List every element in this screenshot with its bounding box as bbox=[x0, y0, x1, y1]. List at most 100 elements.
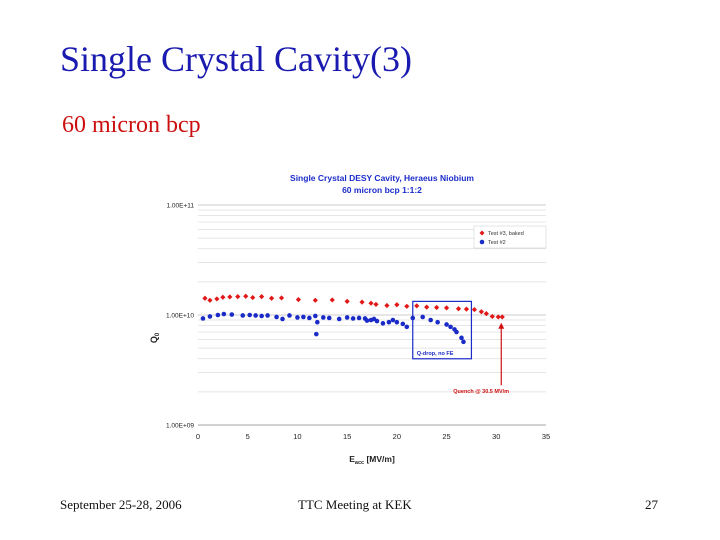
data-point-series-1 bbox=[489, 313, 495, 320]
data-point-series-2 bbox=[435, 319, 440, 325]
data-point-series-1 bbox=[235, 293, 241, 300]
data-point-series-2 bbox=[240, 313, 246, 318]
y-axis-label: Q0 bbox=[149, 332, 161, 343]
data-point-series-1 bbox=[414, 303, 420, 309]
footer-page-number: 27 bbox=[645, 497, 658, 512]
x-tick-label: 20 bbox=[393, 432, 401, 441]
data-point-series-2 bbox=[459, 335, 464, 341]
x-axis-label-sub: acc bbox=[355, 460, 364, 466]
legend-label-series-1: Test #3, baked bbox=[488, 231, 524, 237]
data-point-series-2 bbox=[200, 316, 206, 321]
y-axis-label-sub: 0 bbox=[155, 332, 161, 336]
quench-arrowhead bbox=[498, 322, 505, 329]
x-axis-label-main: E bbox=[349, 454, 355, 464]
data-point-series-1 bbox=[227, 294, 233, 300]
data-point-series-1 bbox=[404, 303, 410, 309]
data-point-series-2 bbox=[428, 317, 433, 323]
data-point-series-2 bbox=[350, 316, 356, 321]
data-point-series-2 bbox=[207, 314, 213, 319]
data-point-series-1 bbox=[443, 305, 450, 311]
data-point-series-2 bbox=[314, 331, 319, 337]
data-point-series-2 bbox=[420, 314, 426, 320]
data-point-series-2 bbox=[280, 316, 285, 322]
y-tick-label: 1.00E+09 bbox=[166, 423, 194, 430]
data-point-series-2 bbox=[448, 324, 453, 330]
x-tick-label: 0 bbox=[196, 432, 200, 441]
footer-meeting: TTC Meeting at KEK bbox=[298, 497, 412, 512]
data-point-series-2 bbox=[380, 321, 386, 326]
y-axis-label-main: Q bbox=[149, 336, 159, 343]
data-point-series-2 bbox=[404, 324, 410, 330]
data-point-series-1 bbox=[368, 300, 374, 306]
data-point-series-2 bbox=[295, 315, 300, 320]
data-point-series-1 bbox=[202, 295, 208, 301]
legend-marker-series-1 bbox=[479, 230, 485, 236]
data-point-series-1 bbox=[329, 297, 335, 303]
y-tick-labels: 1.00E+09 1.00E+10 1.00E+11 bbox=[166, 203, 194, 430]
footer-date: September 25-28, 2006 bbox=[60, 497, 182, 512]
chart-svg: Single Crystal DESY Cavity, Heraeus Niob… bbox=[149, 173, 550, 466]
data-point-series-1 bbox=[295, 297, 302, 303]
data-point-series-2 bbox=[356, 315, 362, 321]
data-point-series-2 bbox=[336, 316, 342, 322]
legend-marker-series-2 bbox=[479, 239, 485, 245]
data-point-series-2 bbox=[247, 312, 253, 318]
data-point-series-1 bbox=[243, 293, 249, 299]
data-point-series-1 bbox=[278, 295, 285, 301]
data-point-series-1 bbox=[455, 306, 462, 312]
data-point-series-1 bbox=[214, 296, 220, 302]
data-point-series-2 bbox=[253, 313, 258, 318]
data-point-series-1 bbox=[359, 299, 365, 305]
y-tick-label: 1.00E+11 bbox=[166, 203, 194, 210]
data-point-series-1 bbox=[495, 314, 501, 320]
data-point-series-2 bbox=[344, 315, 350, 320]
data-point-series-2 bbox=[229, 312, 235, 317]
data-point-series-2 bbox=[461, 339, 466, 345]
data-point-series-1 bbox=[424, 304, 430, 310]
data-point-series-1 bbox=[434, 304, 440, 311]
x-tick-label: 35 bbox=[542, 432, 550, 441]
data-point-series-1 bbox=[268, 295, 275, 301]
data-point-series-1 bbox=[394, 302, 400, 308]
data-point-series-1 bbox=[471, 306, 478, 313]
data-point-series-2 bbox=[326, 315, 332, 321]
data-point-series-2 bbox=[390, 317, 396, 323]
data-point-series-2 bbox=[374, 318, 380, 324]
data-point-series-1 bbox=[259, 293, 265, 300]
data-point-series-1 bbox=[499, 314, 505, 320]
data-point-series-2 bbox=[221, 311, 227, 317]
y-tick-label: 1.00E+10 bbox=[166, 313, 194, 320]
legend-box bbox=[473, 225, 547, 249]
data-point-series-2 bbox=[454, 329, 459, 335]
data-point-series-2 bbox=[444, 322, 449, 327]
data-point-series-2 bbox=[315, 319, 320, 325]
annotations: Q-drop, no FE Quench @ 30.5 MV/m bbox=[412, 300, 509, 395]
data-point-series-1 bbox=[207, 297, 213, 303]
slide-subtitle: 60 micron bcp bbox=[62, 112, 201, 138]
q-drop-box bbox=[412, 300, 473, 360]
data-point-series-2 bbox=[364, 318, 370, 323]
data-point-series-2 bbox=[386, 319, 392, 325]
data-point-series-2 bbox=[320, 315, 326, 320]
x-tick-label: 5 bbox=[246, 432, 250, 441]
data-point-series-2 bbox=[215, 312, 221, 318]
x-tick-labels: 0 5 10 15 20 25 30 35 bbox=[196, 432, 550, 441]
x-tick-label: 10 bbox=[293, 432, 301, 441]
chart-title: Single Crystal DESY Cavity, Heraeus Niob… bbox=[290, 173, 474, 183]
data-point-series-1 bbox=[220, 294, 226, 300]
data-point-series-1 bbox=[384, 302, 390, 309]
x-tick-label: 25 bbox=[442, 432, 450, 441]
data-point-series-2 bbox=[265, 313, 270, 318]
legend: Test #3, baked Test #2 bbox=[473, 225, 547, 249]
slide-title: Single Crystal Cavity(3) bbox=[60, 39, 412, 79]
data-point-series-2 bbox=[274, 314, 279, 320]
x-tick-label: 30 bbox=[492, 432, 500, 441]
data-point-series-2 bbox=[259, 313, 264, 319]
chart-subtitle: 60 micron bcp 1:1:2 bbox=[342, 185, 422, 195]
data-point-series-1 bbox=[250, 294, 256, 301]
x-axis-label-unit: [MV/m] bbox=[364, 454, 395, 464]
data-point-series-1 bbox=[373, 301, 379, 307]
data-point-series-2 bbox=[394, 319, 400, 325]
data-point-series-1 bbox=[344, 298, 350, 304]
data-point-series-2 bbox=[313, 313, 318, 319]
